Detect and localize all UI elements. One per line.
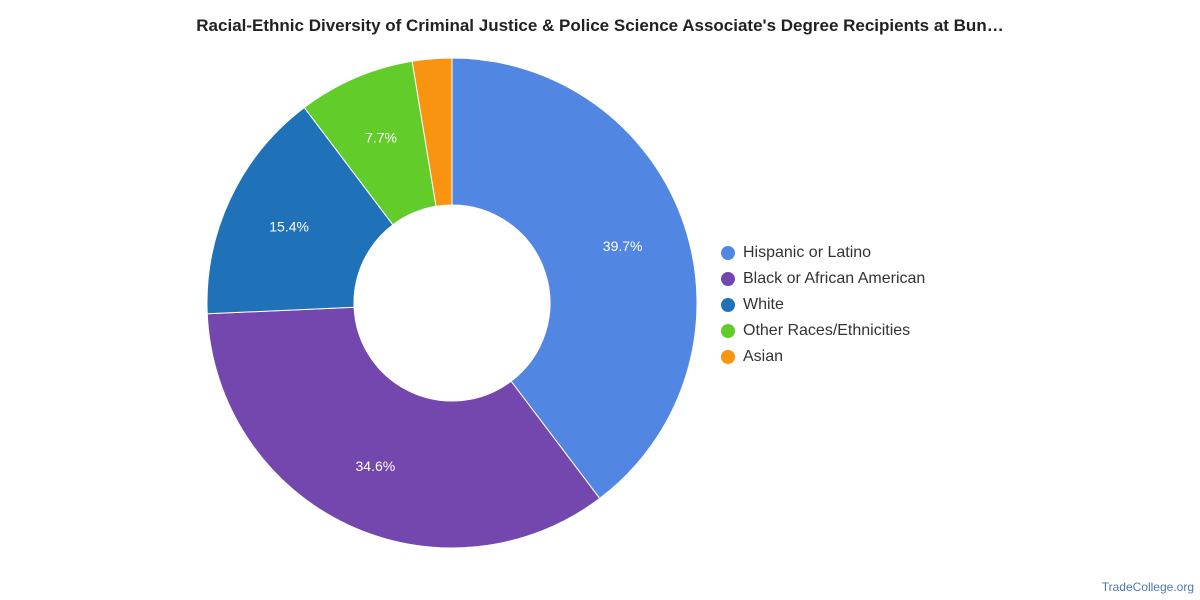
source-credit[interactable]: TradeCollege.org <box>1101 580 1194 594</box>
legend-swatch <box>721 350 735 364</box>
slice-hispanic-or-latino[interactable] <box>451 57 698 500</box>
legend-swatch <box>721 246 735 260</box>
slice-asian[interactable] <box>411 57 453 207</box>
legend-item[interactable]: Black or African American <box>721 266 925 292</box>
slice-value-label: 39.7% <box>603 238 643 254</box>
slice-value-label: 34.6% <box>356 458 396 474</box>
legend-swatch <box>721 272 735 286</box>
slice-white[interactable] <box>206 106 394 315</box>
legend-item[interactable]: White <box>721 292 925 318</box>
legend-item[interactable]: Hispanic or Latino <box>721 240 925 266</box>
slice-value-label: 7.7% <box>365 130 397 146</box>
legend-label: Other Races/Ethnicities <box>743 322 911 339</box>
legend-label: White <box>743 296 784 313</box>
chart-legend: Hispanic or Latino Black or African Ameri… <box>721 240 925 370</box>
legend-swatch <box>721 298 735 312</box>
legend-label: Asian <box>743 348 784 365</box>
slice-black-or-african-american[interactable] <box>206 306 601 549</box>
slice-value-label: 15.4% <box>269 218 309 234</box>
legend-swatch <box>721 324 735 338</box>
legend-item[interactable]: Asian <box>721 344 925 370</box>
legend-label: Hispanic or Latino <box>743 244 872 261</box>
chart-title: Racial-Ethnic Diversity of Criminal Just… <box>196 16 1004 35</box>
legend-item[interactable]: Other Races/Ethnicities <box>721 318 925 344</box>
legend-label: Black or African American <box>743 270 926 287</box>
